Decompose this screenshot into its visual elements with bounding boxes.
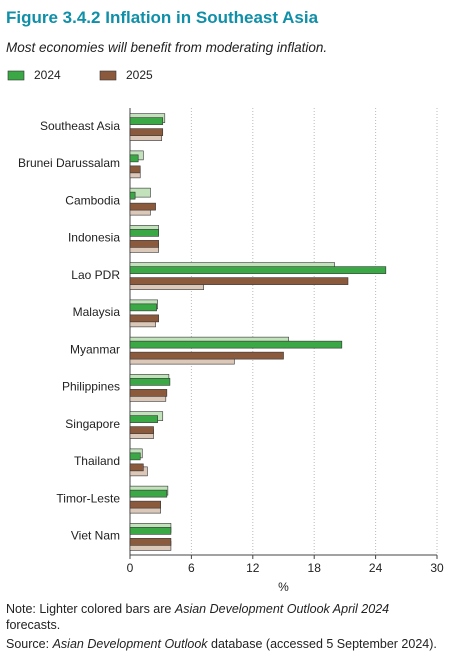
- y-tick-label: Cambodia: [65, 193, 120, 207]
- x-tick-label: 12: [246, 561, 260, 575]
- bar: [129, 463, 144, 472]
- legend-swatch: [7, 70, 25, 81]
- bar: [129, 351, 284, 360]
- bar: [129, 538, 172, 546]
- bar: [129, 340, 343, 349]
- bar: [129, 500, 162, 509]
- x-axis-label: %: [278, 580, 289, 594]
- bar: [129, 452, 141, 461]
- title-text: Inflation in Southeast Asia: [105, 8, 319, 27]
- bar: [129, 314, 159, 323]
- bar: [129, 191, 136, 200]
- x-tick-label: 0: [127, 561, 134, 575]
- bar: [129, 229, 159, 237]
- legend-label: 2024: [34, 68, 61, 82]
- y-tick-label: Viet Nam: [71, 529, 120, 543]
- bar: [129, 240, 159, 248]
- note-text: Note: Lighter colored bars are: [6, 602, 172, 616]
- notes: Note: Lighter colored bars are Asian Dev…: [6, 601, 446, 652]
- bar: [129, 426, 154, 434]
- y-tick-label: Philippines: [62, 380, 120, 394]
- bar: [129, 415, 158, 423]
- bar: [129, 527, 172, 535]
- bar: [129, 303, 157, 312]
- chart-title: Figure 3.4.2 Inflation in Southeast Asia: [6, 8, 318, 28]
- bar: [129, 489, 168, 498]
- bar: [129, 277, 349, 285]
- y-tick-label: Southeast Asia: [40, 119, 120, 133]
- x-tick-label: 18: [308, 561, 322, 575]
- y-tick-label: Brunei Darussalam: [18, 156, 120, 170]
- y-tick-label: Indonesia: [68, 231, 120, 245]
- note-italic: Asian Development Outlook April 2024: [174, 602, 390, 616]
- y-tick-label: Lao PDR: [71, 268, 120, 282]
- bar: [129, 202, 156, 211]
- y-tick-label: Thailand: [74, 454, 120, 468]
- bar: [129, 378, 171, 386]
- bar: [129, 128, 164, 136]
- source: Source: Asian Development Outlook databa…: [6, 636, 446, 652]
- bar: [129, 117, 164, 125]
- x-tick-label: 24: [369, 561, 383, 575]
- y-tick-label: Timor-Leste: [56, 491, 120, 505]
- x-tick-label: 6: [188, 561, 195, 575]
- y-tick-label: Singapore: [65, 417, 120, 431]
- legend-swatch: [99, 70, 117, 81]
- y-tick-label: Myanmar: [70, 342, 120, 356]
- x-tick-label: 30: [430, 561, 444, 575]
- source-text: database (accessed 5 September 2024).: [211, 637, 437, 651]
- legend-label: 2025: [126, 68, 153, 82]
- source-text: Source:: [6, 637, 50, 651]
- y-tick-label: Malaysia: [73, 305, 121, 319]
- bar: [129, 266, 387, 274]
- source-italic: Asian Development Outlook: [52, 637, 208, 651]
- note-text: forecasts.: [6, 618, 61, 632]
- bar: [129, 165, 141, 174]
- chart-subtitle: Most economies will benefit from moderat…: [6, 40, 328, 55]
- figure-label: Figure 3.4.2: [6, 8, 101, 27]
- note: Note: Lighter colored bars are Asian Dev…: [6, 601, 446, 633]
- bar: [129, 389, 168, 397]
- bar: [129, 154, 139, 163]
- chart: 2024 2025 0 6 12 18 24 30% Southeast Asia Brunei …: [7, 68, 444, 594]
